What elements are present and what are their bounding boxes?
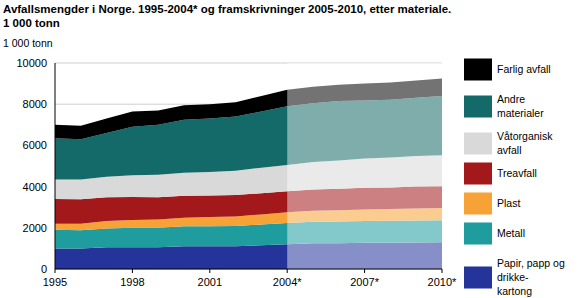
legend-swatch [464, 59, 492, 81]
legend-line: drikke- [497, 271, 529, 283]
y-tick-label: 10000 [16, 57, 47, 69]
x-tick [209, 269, 210, 273]
legend-line: Andre [497, 93, 525, 105]
x-tick-label: 1998 [120, 276, 144, 288]
y-tick-label: 2000 [23, 222, 47, 234]
legend-line: Papir, papp og [497, 257, 565, 269]
x-tick-label: 2004* [273, 276, 302, 288]
x-tick [55, 269, 56, 273]
legend-swatch [464, 193, 492, 215]
y-tick-label: 4000 [23, 181, 47, 193]
x-tick [287, 269, 288, 273]
legend-swatch [464, 96, 492, 118]
legend-label: Andre materialer [497, 93, 544, 119]
legend-label: Plast [497, 197, 520, 209]
plot-area [55, 63, 442, 269]
legend-label: Treavfall [497, 167, 537, 179]
y-tick-label: 6000 [23, 139, 47, 151]
x-tick [132, 269, 133, 273]
legend-swatch [464, 223, 492, 245]
y-label: 1 000 tonn [3, 37, 53, 49]
legend-line: Farlig avfall [497, 63, 551, 75]
y-axis [55, 63, 56, 269]
x-tick-label: 2001 [198, 276, 222, 288]
legend-label: Farlig avfall [497, 63, 551, 75]
x-axis [55, 269, 442, 270]
legend-label: Våtorganisk avfall [497, 130, 553, 156]
grid-line [55, 269, 442, 270]
legend-swatch [464, 133, 492, 155]
x-tick-label: 2010* [428, 276, 457, 288]
x-tick-label: 1995 [43, 276, 67, 288]
legend-line: materialer [497, 107, 544, 119]
legend: Farlig avfall Andre materialer Våtorganisk a… [464, 59, 565, 298]
y-tick-label: 0 [41, 263, 47, 275]
legend-swatch [464, 267, 492, 289]
subtitle: 1 000 tonn [3, 17, 60, 29]
legend-line: kartong [497, 285, 532, 297]
legend-line: avfall [497, 144, 522, 156]
x-tick [364, 269, 365, 273]
projection-fade [287, 63, 442, 269]
legend-label: Metall [497, 227, 525, 239]
legend-line: Treavfall [497, 167, 537, 179]
y-tick-label: 8000 [23, 98, 47, 110]
x-tick-label: 2007* [350, 276, 379, 288]
title: Avfallsmengder i Norge. 1995-2004* og fr… [3, 3, 451, 15]
legend-line: Plast [497, 197, 520, 209]
legend-swatch [464, 163, 492, 185]
legend-line: Våtorganisk [497, 130, 553, 142]
legend-label: Papir, papp og drikke-kartong [497, 257, 565, 297]
chart: Avfallsmengder i Norge. 1995-2004* og fr… [0, 0, 587, 298]
legend-line: Metall [497, 227, 525, 239]
x-tick [442, 269, 443, 273]
